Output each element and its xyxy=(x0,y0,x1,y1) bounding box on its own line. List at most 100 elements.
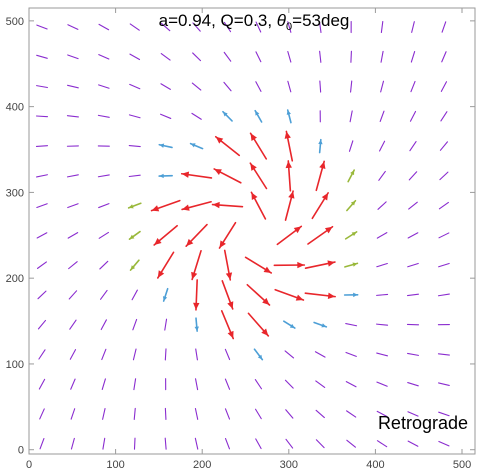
vector-arrow xyxy=(98,84,110,89)
vector-arrow xyxy=(37,290,47,300)
vector-arrow xyxy=(379,110,385,123)
vector-arrow xyxy=(160,52,171,61)
vector-arrow xyxy=(249,162,268,190)
vector-arrow xyxy=(222,110,233,122)
vector-arrow xyxy=(350,80,353,93)
vector-arrow xyxy=(255,81,262,92)
vector-arrow xyxy=(223,81,232,92)
vector-arrow xyxy=(192,52,202,62)
vector-arrow xyxy=(160,83,171,90)
vector-arrow xyxy=(224,378,231,390)
vector-arrow xyxy=(164,318,168,331)
vector-arrow xyxy=(132,318,138,331)
vector-arrow xyxy=(410,51,416,63)
vector-arrow xyxy=(311,192,329,220)
vector-arrow xyxy=(224,438,231,450)
vector-arrow xyxy=(191,112,202,120)
vector-arrow xyxy=(406,293,419,297)
vector-arrow xyxy=(315,439,325,449)
vector-arrow xyxy=(39,408,45,420)
vector-arrow xyxy=(409,140,417,152)
vector-arrow xyxy=(133,378,137,391)
vector-arrow xyxy=(276,225,303,246)
vector-arrow xyxy=(133,407,136,420)
vector-arrow xyxy=(380,80,385,93)
vector-arrow xyxy=(36,24,48,30)
vector-arrow xyxy=(129,53,141,61)
vector-arrow xyxy=(250,191,267,220)
retrograde-annotation: Retrograde xyxy=(378,413,468,433)
x-tick-label: 100 xyxy=(106,459,124,471)
vector-arrow xyxy=(438,201,449,210)
vector-arrow xyxy=(348,140,354,152)
vector-arrow xyxy=(185,223,208,247)
vector-arrow xyxy=(344,231,358,240)
y-tick-label: 500 xyxy=(6,16,24,28)
vector-arrow xyxy=(380,21,384,34)
vector-arrow xyxy=(129,23,140,31)
vector-arrow xyxy=(318,21,322,34)
vector-arrow xyxy=(407,440,419,447)
vector-arrow xyxy=(223,249,233,281)
vector-arrow xyxy=(102,437,106,450)
axis-ticks: 0 100 200 300 400 500 0 100 200 300 400 500 xyxy=(6,8,475,471)
vector-arrow xyxy=(379,140,386,152)
vector-arrow xyxy=(98,23,110,31)
vector-arrow xyxy=(407,262,419,268)
vector-arrow xyxy=(100,319,107,331)
vector-arrow xyxy=(377,201,387,210)
vector-arrow xyxy=(160,113,172,119)
vector-arrow xyxy=(150,199,181,212)
vector-arrow xyxy=(255,408,262,420)
vector-arrow xyxy=(345,381,357,388)
vector-arrow xyxy=(192,22,201,32)
vector-arrow xyxy=(345,323,358,327)
x-tick-label: 400 xyxy=(366,459,384,471)
vector-arrow xyxy=(244,256,273,274)
vector-arrow xyxy=(132,348,137,361)
vector-arrow xyxy=(441,51,447,63)
vector-arrow xyxy=(68,261,78,270)
vector-arrow xyxy=(128,114,141,119)
vector-arrow xyxy=(437,353,450,356)
vector-arrow xyxy=(129,259,140,271)
vector-arrow xyxy=(408,201,418,210)
chart-title: a=0.94, Q=0.3, θ0=53deg xyxy=(159,11,350,33)
vector-arrow xyxy=(133,437,136,450)
vector-arrow xyxy=(314,351,326,358)
vector-arrow xyxy=(380,50,384,63)
vector-arrow xyxy=(255,51,262,63)
vector-arrow xyxy=(408,171,418,181)
vector-arrow xyxy=(315,160,326,192)
vector-arrow xyxy=(157,251,175,279)
vector-arrow xyxy=(194,437,199,450)
vector-arrow xyxy=(153,224,178,246)
vector-arrow xyxy=(313,321,328,328)
vector-arrow xyxy=(440,81,448,92)
vector-arrow xyxy=(67,24,79,30)
vector-arrow xyxy=(343,292,359,298)
vector-arrow xyxy=(345,351,357,357)
vector-arrow xyxy=(158,173,173,179)
vector-arrow xyxy=(284,379,294,389)
vector-arrow xyxy=(68,290,78,300)
vector-arrow xyxy=(376,293,389,296)
vector-arrow xyxy=(162,287,169,302)
vector-arrow xyxy=(220,310,235,340)
vector-arrow xyxy=(164,348,167,361)
vector-arrow xyxy=(407,352,419,356)
vector-arrow xyxy=(98,231,110,239)
vector-arrow xyxy=(249,132,268,160)
vector-arrow xyxy=(129,83,141,90)
vector-arrow xyxy=(191,82,202,91)
x-tick-label: 200 xyxy=(193,459,211,471)
vector-arrow xyxy=(438,411,450,417)
vector-arrow xyxy=(194,317,199,332)
vector-arrow xyxy=(287,21,292,33)
vector-arrow xyxy=(102,408,106,420)
vector-arrow xyxy=(344,262,359,268)
vector-arrow xyxy=(285,409,294,419)
vector-arrow xyxy=(287,80,292,93)
vector-arrow xyxy=(274,288,305,301)
